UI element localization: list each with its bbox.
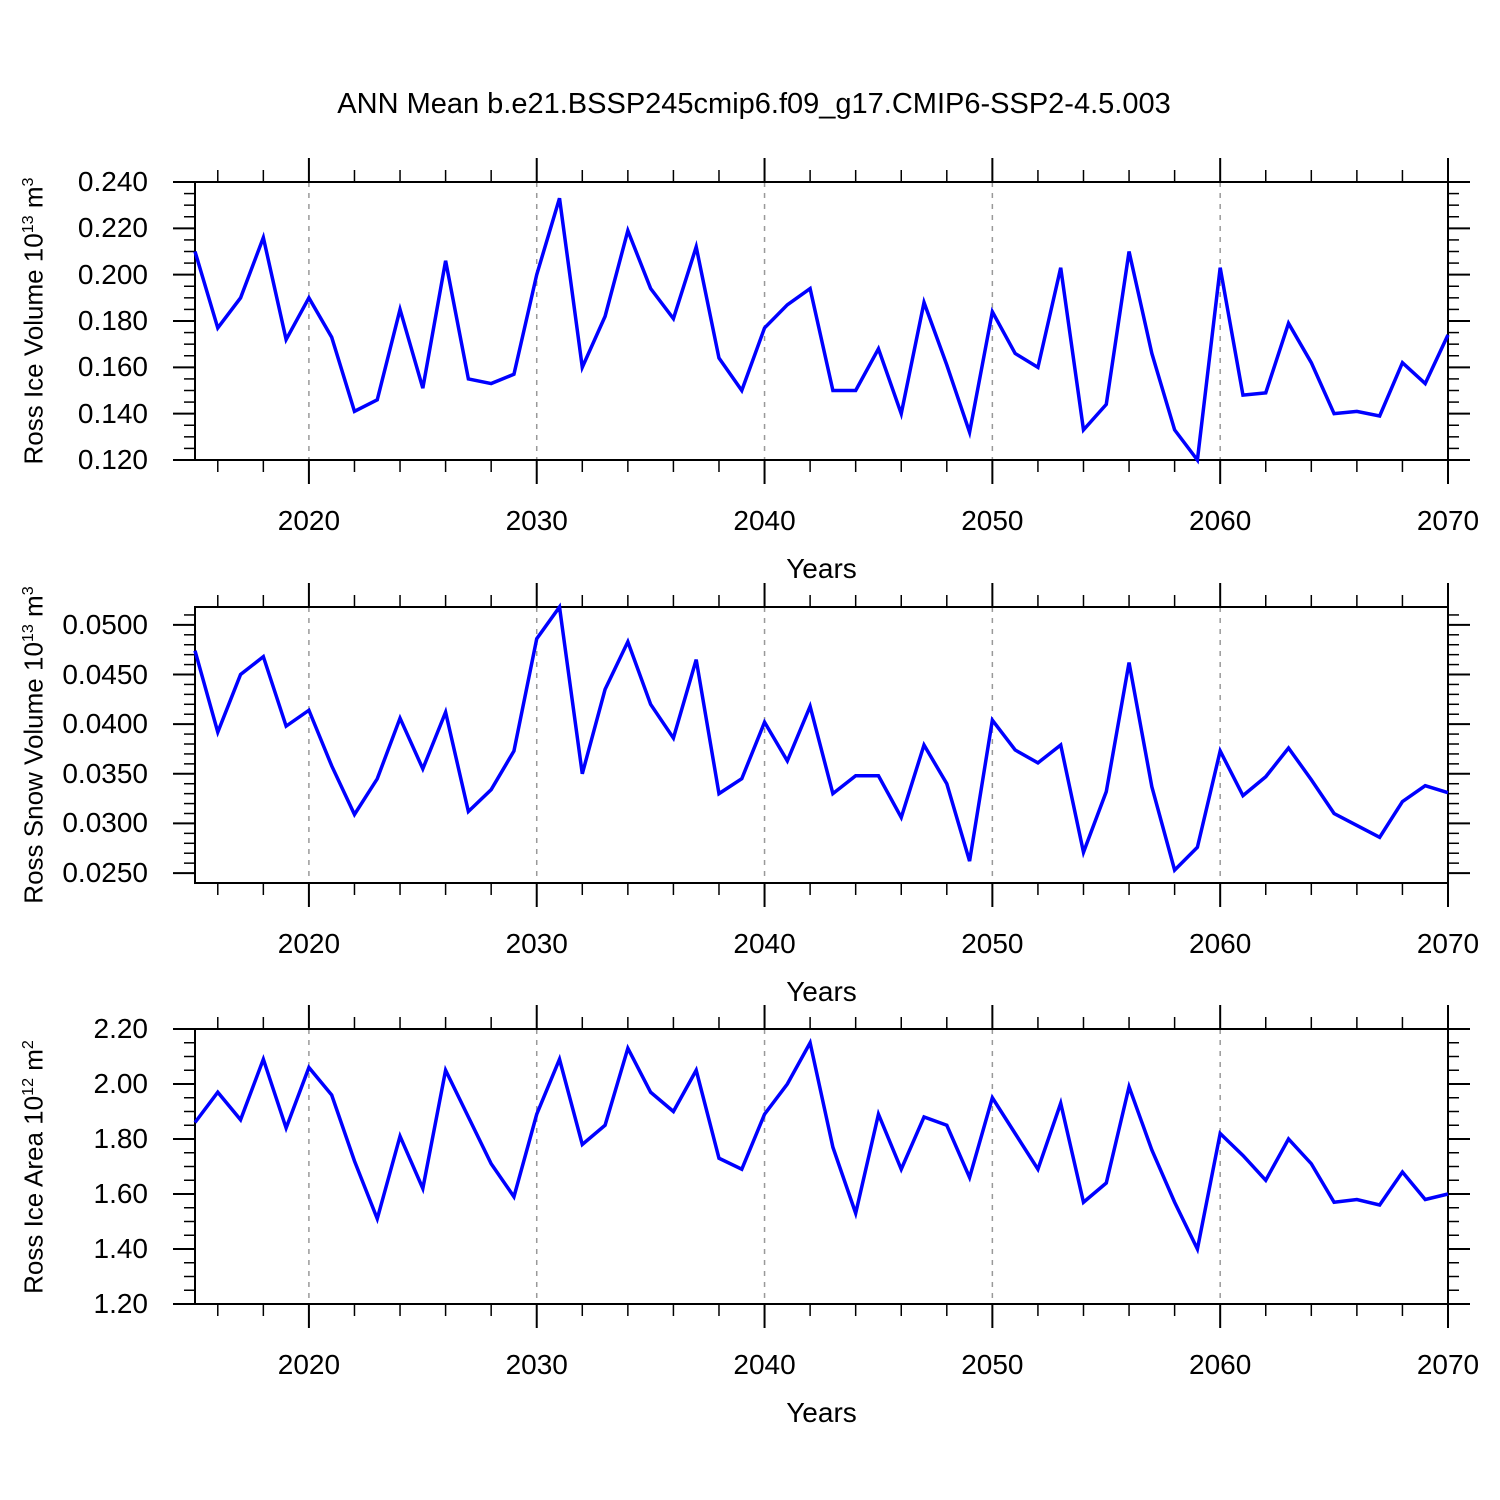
plot-frame [194, 606, 1449, 884]
series-line [193, 1037, 1449, 1255]
page-title: ANN Mean b.e21.BSSP245cmip6.f09_g17.CMIP… [337, 88, 1171, 120]
plot-frame [194, 181, 1449, 461]
plot-frame [194, 1028, 1449, 1305]
series-line [193, 602, 1449, 874]
series-line [193, 197, 1450, 465]
